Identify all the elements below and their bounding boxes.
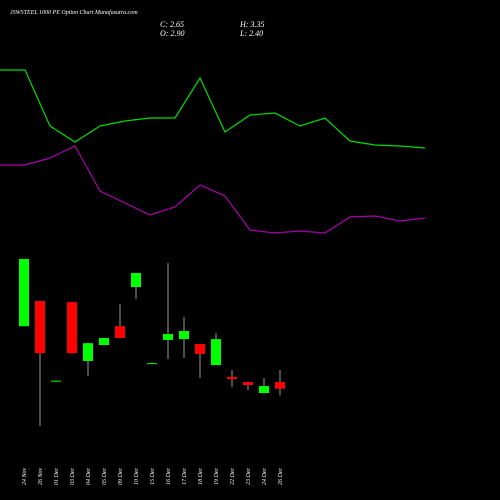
candle-body — [275, 382, 285, 389]
x-tick-label: 19 Dec — [214, 468, 220, 485]
x-tick-label: 22 Dec — [230, 468, 236, 485]
candle-body — [243, 382, 253, 385]
x-tick-label: 23 Dec — [246, 468, 252, 485]
candle-body — [259, 386, 269, 394]
x-tick-label: 05 Dec — [102, 468, 108, 485]
candle-body — [19, 259, 29, 327]
high-label: H: 3.35 — [239, 20, 264, 29]
candle-body — [131, 273, 141, 288]
candle-body — [115, 326, 125, 339]
x-tick-label: 10 Dec — [134, 468, 140, 485]
indicator-line — [0, 69, 426, 149]
candle-body — [211, 339, 221, 366]
x-tick-label: 24 Nov — [21, 467, 28, 485]
candle-body — [179, 331, 189, 340]
candle-body — [99, 338, 109, 346]
close-label: C: 2.65 — [160, 20, 184, 29]
candle-body — [83, 343, 93, 361]
candle-body — [195, 343, 205, 354]
x-tick-label: 16 Dec — [166, 468, 172, 485]
candle-body — [227, 376, 237, 380]
x-tick-label: 24 Dec — [261, 468, 268, 485]
x-tick-label: 17 Dec — [182, 468, 188, 485]
indicator-line — [0, 145, 426, 234]
x-tick-label: 01 Dec — [54, 468, 60, 485]
x-tick-label: 26 Dec — [278, 468, 284, 485]
candle-body — [163, 334, 173, 340]
x-tick-label: 26 Nov — [38, 467, 44, 485]
low-label: L: 2.40 — [239, 29, 263, 38]
x-tick-label: 09 Dec — [118, 468, 124, 485]
candle-body — [67, 302, 77, 354]
candle-body — [35, 301, 45, 354]
x-tick-label: 18 Dec — [198, 468, 204, 485]
x-tick-label: 04 Dec — [85, 468, 92, 485]
chart-title: JSWSTEEL 1000 PE Option Chart Munafasutr… — [10, 9, 138, 16]
x-tick-label: 15 Dec — [150, 468, 156, 485]
x-tick-label: 03 Dec — [70, 468, 76, 485]
open-label: O: 2.90 — [160, 29, 184, 38]
candle-body — [51, 380, 61, 382]
candle-body — [147, 363, 157, 365]
